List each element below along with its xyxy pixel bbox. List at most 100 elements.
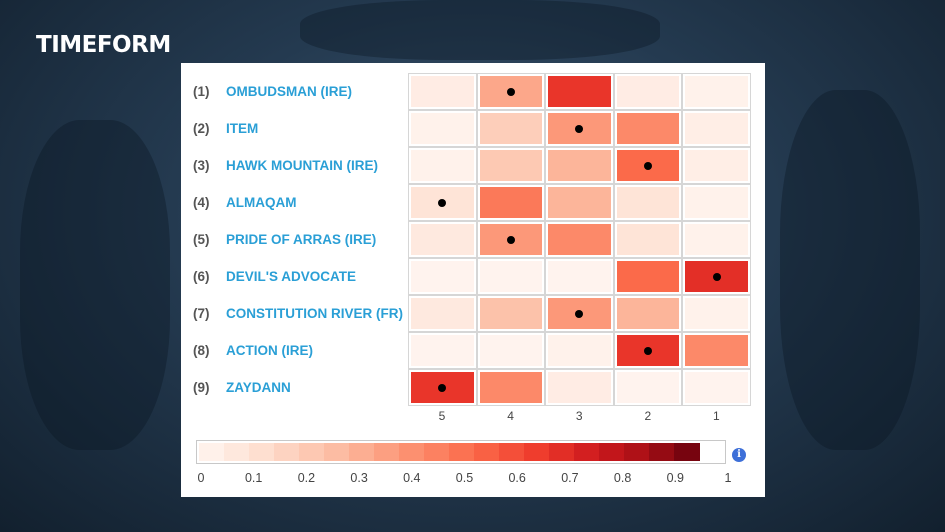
heatmap-cell xyxy=(546,333,613,368)
heatmap-grid xyxy=(408,73,751,406)
info-icon[interactable]: i xyxy=(732,448,746,462)
heatmap-cell-fill xyxy=(685,187,748,218)
heatmap-cell xyxy=(683,148,750,183)
runner-name-link[interactable]: ALMAQAM xyxy=(226,195,297,210)
heatmap-marker-dot xyxy=(575,124,584,133)
runner-name-link[interactable]: ITEM xyxy=(226,121,259,136)
heatmap-cell xyxy=(409,74,476,109)
heatmap-cell xyxy=(683,333,750,368)
heatmap-cell-fill xyxy=(548,372,611,403)
colorscale-segment xyxy=(249,443,275,461)
colorscale-segment xyxy=(424,443,450,461)
heatmap-marker-dot xyxy=(644,346,653,355)
heatmap-cell xyxy=(614,370,682,405)
heatmap-cell xyxy=(546,74,613,109)
colorscale-tick-label: 0.7 xyxy=(561,471,579,485)
heatmap-cell xyxy=(546,370,613,405)
heatmap-cell xyxy=(477,259,545,294)
heatmap-cell-fill xyxy=(411,76,474,107)
heatmap-cell xyxy=(683,74,750,109)
heatmap-cell xyxy=(409,111,476,146)
colorscale-tick-label: 0 xyxy=(197,471,205,485)
background-silhouette xyxy=(300,0,660,60)
runner-label: (2) ITEM xyxy=(193,110,258,147)
runner-name-link[interactable]: OMBUDSMAN (IRE) xyxy=(226,84,352,99)
timeform-logo: TIMEFORM xyxy=(36,32,171,58)
colorscale-segment xyxy=(599,443,625,461)
runner-name-link[interactable]: ZAYDANN xyxy=(226,380,291,395)
heatmap-cell-fill xyxy=(685,113,748,144)
colorscale-segment xyxy=(624,443,650,461)
colorscale-segment xyxy=(574,443,600,461)
heatmap-cell xyxy=(614,222,682,257)
x-tick-label: 1 xyxy=(713,409,720,423)
heatmap-cell xyxy=(477,74,545,109)
heatmap-cell-fill xyxy=(548,76,611,107)
colorscale-segment xyxy=(299,443,325,461)
heatmap-cell-fill xyxy=(616,372,680,403)
colorscale-segment xyxy=(324,443,350,461)
heatmap-cell xyxy=(546,111,613,146)
runner-label: (6) DEVIL'S ADVOCATE xyxy=(193,258,356,295)
heatmap-cell xyxy=(477,111,545,146)
heatmap-cell-fill xyxy=(685,150,748,181)
heatmap-cell xyxy=(409,148,476,183)
heatmap-cell xyxy=(683,222,750,257)
colorscale-segment xyxy=(499,443,525,461)
heatmap-cell-fill xyxy=(548,335,611,366)
background-silhouette xyxy=(20,120,170,450)
runner-label: (5) PRIDE OF ARRAS (IRE) xyxy=(193,221,376,258)
heatmap-cell xyxy=(409,185,476,220)
heatmap-cell xyxy=(614,259,682,294)
heatmap-marker-dot xyxy=(438,383,447,392)
forecast-panel: (1) OMBUDSMAN (IRE) (2) ITEM (3) HAWK MOUNTAI… xyxy=(181,63,765,497)
heatmap-cell-fill xyxy=(685,224,748,255)
heatmap-cell-fill xyxy=(479,372,543,403)
runner-label: (4) ALMAQAM xyxy=(193,184,297,221)
heatmap-cell-fill xyxy=(616,261,680,292)
runner-name-link[interactable]: ACTION (IRE) xyxy=(226,343,313,358)
runner-number: (2) xyxy=(193,121,210,136)
x-tick-label: 3 xyxy=(575,409,583,423)
runner-name-link[interactable]: DEVIL'S ADVOCATE xyxy=(226,269,356,284)
runner-label: (7) CONSTITUTION RIVER (FR) xyxy=(193,295,403,332)
runner-name-link[interactable]: CONSTITUTION RIVER (FR) xyxy=(226,306,403,321)
heatmap-cell xyxy=(614,333,682,368)
colorscale-segment xyxy=(199,443,225,461)
heatmap-cell xyxy=(683,111,750,146)
background-silhouette xyxy=(780,90,920,450)
heatmap-cell xyxy=(546,148,613,183)
heatmap-cell-fill xyxy=(616,187,680,218)
heatmap-cell-fill xyxy=(685,335,748,366)
x-tick-label: 2 xyxy=(644,409,652,423)
heatmap-cell-fill xyxy=(411,150,474,181)
heatmap-cell xyxy=(683,370,750,405)
heatmap-cell-fill xyxy=(411,261,474,292)
runner-label: (9) ZAYDANN xyxy=(193,369,291,406)
heatmap-cell xyxy=(409,222,476,257)
heatmap-cell xyxy=(477,370,545,405)
runner-number: (8) xyxy=(193,343,210,358)
runner-name-link[interactable]: HAWK MOUNTAIN (IRE) xyxy=(226,158,378,173)
heatmap-cell-fill xyxy=(548,224,611,255)
heatmap-cell xyxy=(614,296,682,331)
heatmap-cell-fill xyxy=(548,261,611,292)
heatmap-cell xyxy=(546,296,613,331)
heatmap-cell-fill xyxy=(411,298,474,329)
colorscale-segment xyxy=(674,443,700,461)
heatmap-cell-fill xyxy=(479,150,543,181)
heatmap-cell xyxy=(409,370,476,405)
colorscale-segment xyxy=(474,443,500,461)
heatmap-cell-fill xyxy=(616,224,680,255)
runner-number: (9) xyxy=(193,380,210,395)
runner-name-link[interactable]: PRIDE OF ARRAS (IRE) xyxy=(226,232,377,247)
heatmap-cell xyxy=(614,111,682,146)
heatmap-cell-fill xyxy=(479,298,543,329)
heatmap-cell-fill xyxy=(616,76,680,107)
heatmap-cell-fill xyxy=(479,335,543,366)
heatmap-cell-fill xyxy=(685,372,748,403)
colorscale-bar xyxy=(196,440,726,464)
colorscale-tick-label: 0.4 xyxy=(403,471,421,485)
heatmap-cell xyxy=(546,185,613,220)
colorscale-segment xyxy=(549,443,575,461)
